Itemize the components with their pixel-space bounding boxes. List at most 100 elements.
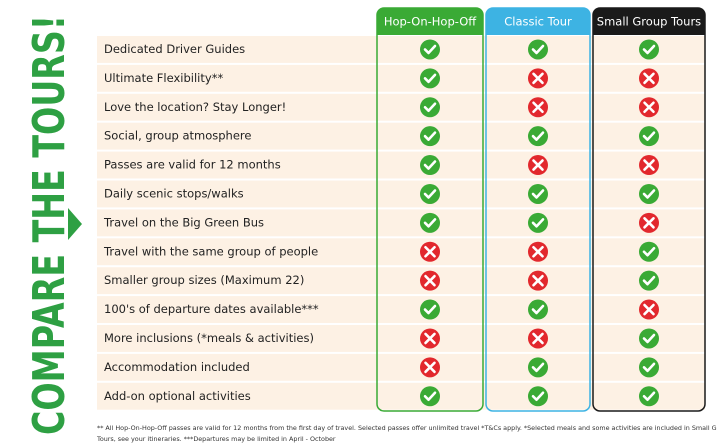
- check-mark: [531, 131, 545, 141]
- cross-mark: [532, 159, 544, 171]
- feature-label: Daily scenic stops/walks: [104, 186, 244, 200]
- check-mark: [642, 275, 656, 286]
- row-background: [97, 209, 705, 237]
- check-mark: [423, 44, 437, 55]
- cross-mark: [643, 72, 655, 85]
- row-background: [97, 267, 705, 295]
- cross-mark: [532, 274, 544, 287]
- check-mark: [531, 44, 545, 55]
- row-background: [97, 353, 705, 381]
- check-icon: [528, 386, 548, 407]
- row-background: [97, 238, 705, 266]
- check-icon: [639, 357, 659, 378]
- cross-icon: [420, 357, 440, 378]
- feature-label: Add-on optional activities: [104, 389, 251, 403]
- column-header: Hop-On-Hop-Off: [384, 15, 477, 29]
- row-background: [97, 36, 705, 63]
- feature-label: Travel with the same group of people: [103, 244, 318, 258]
- check-icon: [639, 183, 659, 204]
- cross-icon: [528, 155, 548, 176]
- feature-label: Travel on the Big Green Bus: [103, 215, 264, 229]
- cross-mark: [532, 72, 544, 85]
- check-icon: [528, 357, 548, 378]
- check-mark: [642, 189, 656, 199]
- check-icon: [420, 39, 440, 60]
- column-header-bg: [377, 8, 483, 35]
- row-background: [97, 122, 705, 150]
- feature-label: Ultimate Flexibility**: [104, 71, 223, 85]
- check-mark: [531, 362, 545, 373]
- feature-label: Passes are valid for 12 months: [104, 158, 281, 172]
- check-mark: [423, 218, 437, 228]
- row-background: [97, 325, 705, 352]
- check-icon: [639, 328, 659, 349]
- cross-mark: [643, 303, 655, 316]
- cross-icon: [420, 328, 440, 349]
- check-mark: [423, 160, 437, 170]
- column-header: Small Group Tours: [597, 15, 701, 29]
- check-mark: [423, 189, 437, 199]
- check-icon: [420, 68, 440, 89]
- check-icon: [528, 39, 548, 60]
- check-mark: [642, 246, 656, 257]
- check-mark: [642, 362, 656, 373]
- check-icon: [528, 212, 548, 233]
- cross-icon: [528, 68, 548, 89]
- cross-mark: [532, 245, 544, 258]
- check-icon: [420, 155, 440, 176]
- feature-label: Social, group atmosphere: [104, 129, 251, 143]
- cross-icon: [420, 270, 440, 291]
- cross-icon: [528, 241, 548, 262]
- cross-icon: [639, 212, 659, 233]
- cross-icon: [528, 328, 548, 349]
- row-background: [97, 151, 705, 179]
- check-icon: [639, 39, 659, 60]
- row-background: [97, 180, 705, 208]
- check-icon: [528, 183, 548, 204]
- check-icon: [528, 299, 548, 320]
- check-mark: [423, 304, 437, 315]
- cross-mark: [643, 217, 655, 229]
- feature-label: 100's of departure dates available***: [104, 302, 319, 316]
- feature-label: More inclusions (*meals & activities): [104, 331, 314, 345]
- cross-icon: [528, 270, 548, 291]
- check-mark: [642, 44, 656, 55]
- cross-mark: [424, 332, 436, 345]
- arrow: [68, 208, 82, 240]
- check-mark: [531, 304, 545, 315]
- cross-icon: [639, 155, 659, 176]
- check-icon: [420, 97, 440, 118]
- check-mark: [531, 189, 545, 199]
- cross-mark: [532, 332, 544, 345]
- cross-mark: [532, 101, 544, 114]
- check-icon: [528, 126, 548, 147]
- column-header-bg: [593, 8, 705, 35]
- check-icon: [420, 126, 440, 147]
- cross-icon: [639, 97, 659, 118]
- cross-mark: [424, 274, 436, 287]
- check-mark: [642, 131, 656, 141]
- cross-mark: [643, 101, 655, 114]
- check-icon: [420, 212, 440, 233]
- cross-icon: [420, 241, 440, 262]
- row-background: [97, 382, 705, 410]
- check-icon: [639, 270, 659, 291]
- feature-label: Dedicated Driver Guides: [104, 42, 245, 56]
- row-background: [97, 64, 705, 92]
- feature-label: Accommodation included: [104, 360, 250, 374]
- row-background: [97, 93, 705, 121]
- check-icon: [639, 241, 659, 262]
- check-mark: [642, 391, 656, 402]
- cross-mark: [424, 361, 436, 374]
- check-icon: [639, 386, 659, 407]
- check-icon: [639, 126, 659, 147]
- check-mark: [531, 218, 545, 228]
- column-header: Classic Tour: [504, 15, 572, 29]
- cross-icon: [528, 97, 548, 118]
- feature-label: Love the location? Stay Longer!: [104, 100, 286, 114]
- cross-icon: [639, 68, 659, 89]
- check-mark: [423, 391, 437, 402]
- footnote: ** All Hop-On-Hop-Off passes are valid f…: [97, 424, 717, 432]
- feature-label: Smaller group sizes (Maximum 22): [104, 273, 304, 287]
